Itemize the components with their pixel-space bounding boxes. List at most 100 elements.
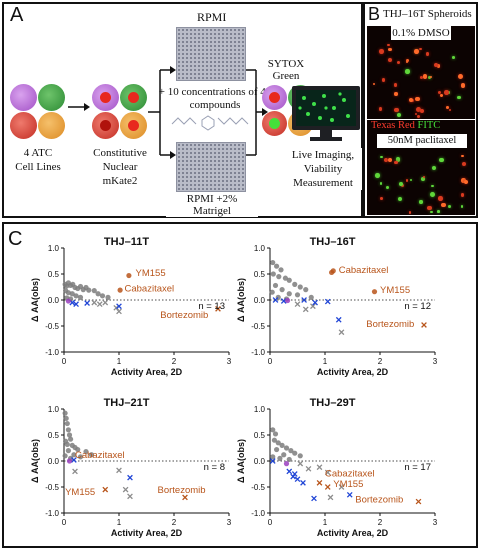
data-point-orange-dot [371, 289, 378, 295]
x-axis-label: Activity Area, 2D [317, 528, 389, 538]
plate-bottom-label: RPMI +2% Matrigel [166, 193, 258, 217]
fluorescent-cell [405, 69, 410, 74]
fluorescent-cell [457, 73, 463, 79]
annotation-label: YM155 [65, 487, 95, 498]
fluorescent-cell [378, 107, 383, 111]
fluorescent-cell [394, 107, 400, 113]
data-point-gray-dot [75, 446, 81, 453]
y-tick-label: 0.0 [254, 296, 266, 305]
scatter-plot: THJ–11T 1.0 0.5 0.0 -0.5 -1.00 1 2 3 Activity Are… [30, 236, 232, 377]
fluorescent-cell [388, 47, 392, 52]
y-axis-label: Δ AA(obs) [236, 439, 246, 483]
nucleus [269, 92, 280, 103]
nucleus [128, 120, 139, 131]
data-point-orange-x [182, 494, 188, 501]
fluorescent-cell [423, 175, 426, 178]
fluorescent-cell [439, 157, 444, 162]
data-point-gray-dot [288, 448, 294, 454]
y-axis-label: Δ AA(obs) [236, 278, 246, 322]
fluorescent-cell [381, 78, 385, 82]
data-point-gray-x [122, 486, 129, 493]
imaging-label-line: Viability [303, 163, 343, 175]
data-point-orange-dot [126, 272, 132, 279]
y-tick-label: 1.0 [48, 405, 60, 414]
fluorescent-cell [436, 64, 441, 68]
data-point-blue-x [71, 457, 77, 463]
data-point-orange-x [102, 486, 109, 493]
cell-purple [10, 84, 37, 111]
fluorescent-cell [444, 90, 449, 95]
panel-b-title: THJ–16T Spheroids [383, 8, 472, 20]
nuclear-label-line: Nuclear [102, 161, 138, 173]
fluorescent-cell [431, 185, 434, 188]
data-point-gray-x [127, 493, 133, 500]
fluorescent-cell [422, 74, 428, 80]
data-point-gray-dot [297, 284, 303, 290]
fluorescent-cell [401, 184, 405, 188]
data-point-gray-dot [277, 455, 283, 461]
annotation-label: Cabazitaxel [75, 450, 125, 461]
data-point-gray-dot [281, 452, 287, 458]
n-label: n = 13 [198, 301, 225, 312]
data-point-gray-x [338, 329, 345, 336]
annotation-label: Cabazitaxel [125, 284, 175, 295]
data-point-gray-dot [297, 453, 303, 459]
fluorescent-cell [419, 200, 423, 204]
data-point-gray-x [324, 469, 331, 476]
data-point-gray-x [294, 301, 301, 308]
fluorescent-cell [379, 48, 384, 54]
plate-rpmi [176, 27, 246, 81]
data-point-gray-dot [68, 436, 74, 442]
y-tick-label: -1.0 [45, 509, 59, 518]
data-point-gray-dot [274, 263, 280, 269]
data-point-gray-dot [270, 427, 276, 433]
data-point-blue-x [127, 474, 133, 481]
data-point-gray-dot [286, 456, 292, 463]
x-tick-label: 1 [117, 357, 122, 366]
fluorescent-cell [446, 105, 449, 109]
data-point-blue-x [286, 468, 293, 475]
y-tick-label: -0.5 [251, 483, 265, 492]
fluorescent-cell [409, 98, 414, 102]
y-tick-label: 0.5 [48, 270, 60, 279]
y-tick-label: 0.0 [48, 296, 60, 305]
y-axis-label: Δ AA(obs) [30, 278, 40, 322]
sytox-label-line: Green [272, 70, 300, 82]
imaging-label-line: Measurement [293, 177, 353, 189]
fluorescent-cell [438, 196, 443, 201]
data-point-gray-dot [272, 431, 279, 437]
fluorescent-cell [396, 61, 401, 65]
fluorescent-cell [385, 186, 389, 190]
data-point-gray-dot [269, 289, 275, 295]
spheroid-image-paclitaxel: Texas Red FITC 50nM paclitaxel [367, 120, 475, 215]
fluorescent-cell [460, 205, 463, 208]
texas-red-label: Texas Red [371, 120, 415, 131]
data-point-gray-x [116, 308, 122, 315]
panel-a [2, 2, 363, 218]
data-point-blue-x [73, 301, 79, 308]
data-point-gray-dot [270, 454, 276, 460]
imaging-label-line: Live Imaging, [291, 149, 355, 161]
annotation-label: Bortezomib [160, 310, 208, 321]
data-point-gray-dot [292, 450, 298, 456]
fluorescent-cell [395, 157, 401, 162]
data-point-gray-x [72, 468, 78, 475]
x-tick-label: 2 [172, 518, 177, 527]
n-label: n = 17 [404, 462, 431, 473]
y-tick-label: -1.0 [45, 348, 59, 357]
fluorescent-cell [430, 192, 436, 197]
cell-orange [38, 112, 65, 139]
data-point-gray-dot [64, 420, 70, 427]
fluorescent-cell [405, 60, 409, 63]
data-point-gray-dot [275, 440, 281, 446]
data-point-blue-x [294, 476, 301, 483]
data-point-blue-x [301, 297, 307, 303]
fitc-label: FITC [417, 120, 441, 131]
compounds-label-line: compounds [189, 99, 241, 111]
fluorescent-cell [394, 92, 398, 96]
fluorescent-cell [425, 52, 430, 56]
merge-arrows [246, 69, 268, 156]
fluorescent-cell [441, 202, 446, 207]
fluorescent-cell [415, 106, 421, 112]
x-axis-label: Activity Area, 2D [317, 367, 389, 377]
